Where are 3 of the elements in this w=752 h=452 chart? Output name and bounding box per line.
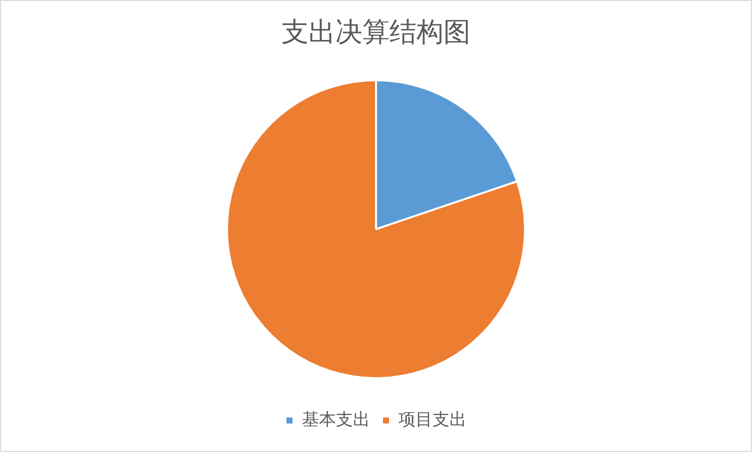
chart-title: 支出决算结构图 bbox=[282, 17, 470, 48]
legend-label: 基本支出 bbox=[302, 410, 370, 430]
legend-label: 项目支出 bbox=[398, 410, 466, 430]
